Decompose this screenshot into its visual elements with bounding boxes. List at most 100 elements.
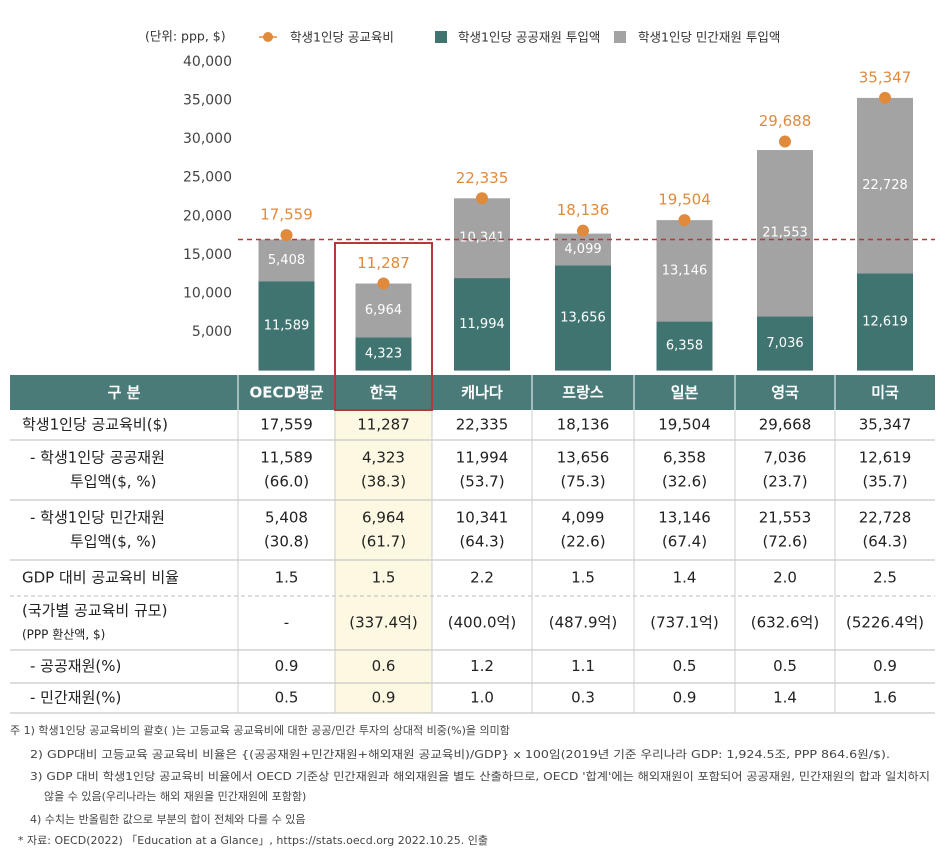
bar-segment — [757, 316, 813, 371]
table-cell: 21,553 — [759, 509, 812, 527]
table-cell: 13,146 — [658, 509, 711, 527]
table-cell: 19,504 — [658, 416, 711, 434]
table-cell: 1.5 — [372, 569, 396, 587]
table-cell: 1.1 — [571, 657, 595, 675]
table-cell: (337.4억) — [349, 614, 417, 632]
total-label: 29,688 — [759, 112, 812, 130]
table-cell: (737.1억) — [650, 614, 718, 632]
row-label: - 학생1인당 민간재원 — [30, 509, 165, 527]
segment-label: 6,358 — [666, 339, 703, 354]
bar-segment — [656, 321, 713, 371]
table-cell: (23.7) — [762, 473, 807, 491]
table-cell: 35,347 — [859, 416, 912, 434]
table-header-cell: 구 분 — [108, 384, 141, 402]
row-label: - 민간재원(%) — [30, 689, 121, 707]
table-cell: (72.6) — [762, 533, 807, 551]
note: 주 1) 학생1인당 공교육비의 괄호( )는 고등교육 공교육비에 대한 공공… — [10, 724, 510, 737]
table-cell: 22,335 — [456, 416, 509, 434]
table-cell: - — [284, 614, 289, 632]
table-cell: 0.9 — [372, 689, 396, 707]
table-cell: (5226.4억) — [846, 614, 924, 632]
total-label: 17,559 — [260, 206, 313, 224]
row-label: (국가별 공교육비 규모) — [22, 602, 167, 620]
highlight-column — [335, 410, 432, 713]
table-cell: 5,408 — [265, 509, 308, 527]
bar-segment — [454, 278, 510, 371]
row-label: - 공공재원(%) — [30, 657, 121, 675]
table-cell: (32.6) — [662, 473, 707, 491]
table-cell: (400.0억) — [448, 614, 516, 632]
table-cell: 6,358 — [663, 449, 706, 467]
table-cell: (35.7) — [862, 473, 907, 491]
note: 3) GDP 대비 학생1인당 공교육비 비율에서 OECD 기준상 민간재원과… — [30, 769, 930, 783]
segment-label: 22,728 — [862, 178, 908, 193]
table-cell: 17,559 — [260, 416, 313, 434]
note: 4) 수치는 반올림한 값으로 부분의 합이 전체와 다를 수 있음 — [30, 813, 306, 826]
table-cell: 1.4 — [773, 689, 797, 707]
table-cell: 18,136 — [557, 416, 610, 434]
total-label: 22,335 — [456, 169, 509, 187]
table-header-cell: 프랑스 — [562, 384, 604, 402]
table-cell: (61.7) — [361, 533, 406, 551]
table-cell: 0.9 — [673, 689, 697, 707]
y-tick-label: 40,000 — [183, 54, 232, 70]
table-cell: 11,287 — [357, 416, 410, 434]
bar-segment — [355, 283, 412, 338]
table-cell: 29,668 — [759, 416, 812, 434]
total-marker — [577, 224, 589, 237]
total-marker — [476, 192, 488, 205]
row-label: GDP 대비 공교육비 비율 — [22, 569, 179, 587]
bar-segment — [258, 239, 315, 282]
segment-label: 6,964 — [365, 303, 402, 318]
note: 2) GDP대비 고등교육 공교육비 비율은 {(공공재원+민간재원+해외재원 … — [30, 747, 890, 761]
highlight-box — [334, 242, 433, 411]
table-header-cell: 일본 — [671, 384, 699, 402]
table-cell: (632.6억) — [751, 614, 819, 632]
row-label: 투입액($, %) — [70, 473, 156, 491]
legend-label: 학생1인당 공교육비 — [290, 30, 394, 45]
total-marker — [779, 135, 791, 148]
bar-segment — [656, 220, 713, 322]
table-header-cell: 한국 — [370, 384, 398, 402]
y-tick-label: 10,000 — [183, 285, 232, 301]
table-cell: 0.3 — [571, 689, 595, 707]
table-cell: 1.5 — [275, 569, 299, 587]
table-cell: 1.0 — [470, 689, 494, 707]
table-cell: 0.9 — [873, 657, 897, 675]
segment-label: 13,656 — [560, 310, 606, 325]
table-cell: 10,341 — [456, 509, 509, 527]
total-marker — [879, 91, 891, 104]
row-label: (PPP 환산액, $) — [22, 628, 105, 642]
bar-segment — [555, 265, 611, 371]
table-cell: 1.4 — [673, 569, 697, 587]
total-label: 35,347 — [859, 68, 912, 86]
table-cell: 11,994 — [456, 449, 509, 467]
table-cell: 4,323 — [362, 449, 405, 467]
table-cell: (53.7) — [459, 473, 504, 491]
table-cell: 12,619 — [859, 449, 912, 467]
table-cell: (66.0) — [264, 473, 309, 491]
bar-segment — [355, 337, 412, 371]
unit-label: (단위: ppp, $) — [145, 29, 226, 44]
segment-label: 7,036 — [766, 336, 803, 351]
legend-marker — [435, 31, 447, 43]
segment-label: 4,323 — [365, 346, 402, 361]
segment-label: 5,408 — [268, 253, 305, 268]
table-cell: (75.3) — [560, 473, 605, 491]
table-cell: 0.6 — [372, 657, 396, 675]
y-tick-label: 15,000 — [183, 247, 232, 263]
table-cell: 2.0 — [773, 569, 797, 587]
row-label: - 학생1인당 공공재원 — [30, 449, 165, 467]
table-cell: 0.5 — [773, 657, 797, 675]
table-cell: 1.5 — [571, 569, 595, 587]
segment-label: 13,146 — [662, 263, 708, 278]
table-cell: 11,589 — [260, 449, 313, 467]
y-tick-label: 35,000 — [183, 93, 232, 109]
y-tick-label: 25,000 — [183, 170, 232, 186]
segment-label: 11,589 — [264, 318, 310, 333]
y-tick-label: 30,000 — [183, 131, 232, 147]
table-cell: 0.5 — [275, 689, 299, 707]
table-header-cell: 미국 — [871, 384, 899, 402]
legend-marker — [614, 31, 626, 43]
